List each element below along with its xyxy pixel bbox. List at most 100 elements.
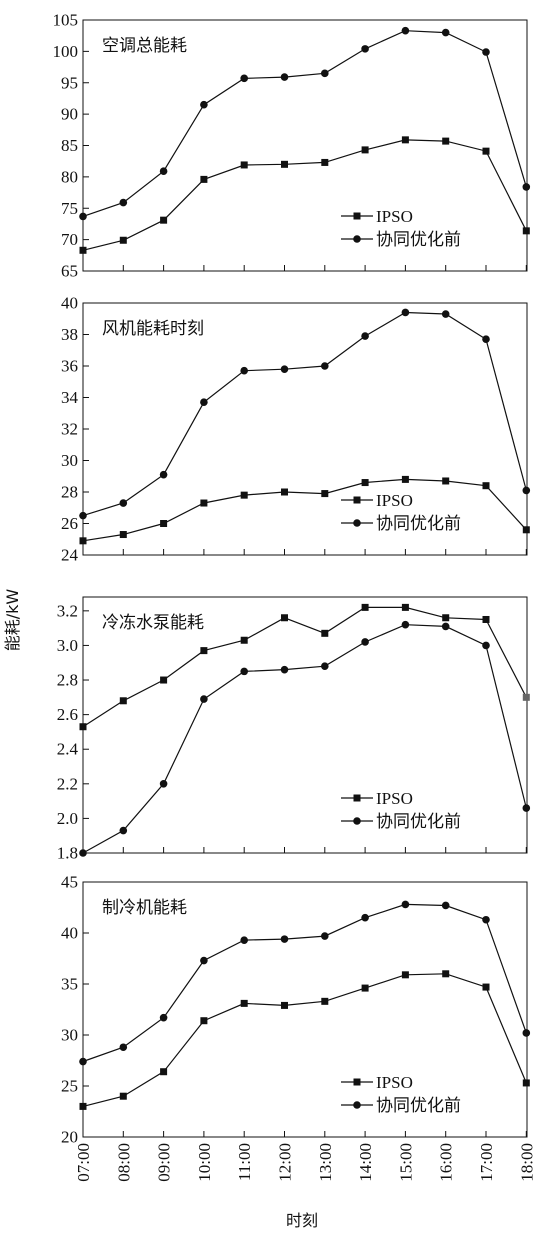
- data-point: [160, 216, 168, 224]
- data-point: [522, 804, 531, 812]
- legend-marker: [353, 1078, 361, 1086]
- y-tick-label: 34: [61, 388, 79, 407]
- legend-marker: [353, 794, 361, 802]
- data-point: [160, 520, 168, 527]
- y-tick-label: 24: [61, 546, 79, 565]
- y-tick-label: 80: [61, 167, 78, 186]
- data-point: [321, 932, 329, 940]
- data-point: [482, 615, 490, 623]
- x-tick-label: 09:00: [155, 1143, 174, 1182]
- data-point: [482, 482, 490, 490]
- data-point: [280, 935, 289, 943]
- y-tick-label: 70: [61, 230, 78, 249]
- y-tick-label: 32: [61, 420, 78, 439]
- series-line-ipso: [82, 973, 527, 1107]
- series-line-before: [82, 30, 527, 217]
- chart-panel-4: 20 25 30 35 40 45 制冷机能耗 IPSO 协同优化前: [61, 873, 531, 1147]
- x-tick-label: 10:00: [195, 1143, 214, 1182]
- data-point: [79, 1102, 87, 1110]
- panel-title: 制冷机能耗: [102, 898, 187, 918]
- x-tick-label: 07:00: [74, 1143, 93, 1182]
- legend-label: 协同优化前: [376, 1096, 461, 1116]
- data-point: [401, 620, 410, 629]
- x-tick-label: 15:00: [396, 1143, 415, 1182]
- y-tick-label: 30: [61, 451, 78, 470]
- data-point: [280, 665, 289, 674]
- data-point: [119, 1043, 128, 1052]
- panel-title: 空调总能耗: [102, 36, 187, 56]
- data-point: [321, 997, 329, 1005]
- data-point: [442, 614, 450, 622]
- series-line-ipso: [82, 139, 527, 251]
- data-point: [522, 693, 530, 701]
- plot-frame: [82, 881, 528, 1138]
- legend-marker: [353, 212, 361, 220]
- panel-title: 风机能耗时刻: [102, 319, 204, 339]
- x-tick-label: 14:00: [356, 1143, 375, 1182]
- y-tick-label: 26: [61, 514, 78, 533]
- data-point: [361, 638, 369, 646]
- data-point: [321, 362, 329, 370]
- series-line-ipso: [82, 606, 527, 728]
- chart-panel-3: 1.8 2.0 2.2 2.4 2.6 2.8 3.0 3.2 冷冻水泵能耗 IPSO 协同优化前: [57, 596, 531, 863]
- data-point: [79, 212, 87, 221]
- data-point: [119, 697, 127, 705]
- data-point: [482, 48, 490, 56]
- data-point: [79, 723, 87, 731]
- data-point: [401, 136, 409, 144]
- data-point: [159, 780, 168, 788]
- x-tick-label: 12:00: [276, 1143, 295, 1182]
- data-point: [321, 69, 329, 78]
- data-point: [159, 470, 168, 479]
- data-point: [119, 826, 128, 835]
- data-point: [160, 676, 168, 684]
- y-tick-label: 2.0: [57, 809, 78, 828]
- data-point: [321, 629, 329, 637]
- data-point: [281, 614, 288, 622]
- data-point: [119, 236, 127, 244]
- y-tick-label: 2.8: [57, 671, 78, 690]
- y-tick-label: 100: [53, 42, 79, 61]
- data-point: [159, 1013, 168, 1022]
- data-point: [361, 45, 369, 53]
- x-tick-label: 16:00: [437, 1143, 456, 1182]
- chart-panel-1: 65 70 75 80 85 90 95 100 105 空调总能耗 IPSO 协同优化前: [53, 11, 531, 281]
- chart-panel-2: 24 26 28 30 32 34 36 38 40 风机能耗时刻 IPSO 协同优化前: [61, 294, 531, 565]
- data-point: [482, 641, 490, 650]
- legend-marker: [353, 1101, 361, 1109]
- data-point: [119, 531, 127, 539]
- data-point: [522, 526, 530, 534]
- data-point: [240, 636, 248, 644]
- y-tick-label: 90: [61, 105, 78, 124]
- data-point: [441, 901, 450, 910]
- x-tick-label: 11:00: [235, 1143, 254, 1181]
- data-point: [401, 308, 410, 317]
- y-tick-label: 105: [53, 11, 79, 30]
- y-tick-label: 3.2: [57, 601, 78, 620]
- data-point: [200, 1017, 208, 1025]
- data-point: [482, 335, 490, 344]
- data-point: [522, 1029, 531, 1037]
- data-point: [441, 28, 450, 37]
- y-tick-label: 75: [61, 199, 78, 218]
- y-tick-label: 65: [61, 262, 78, 281]
- data-point: [401, 900, 410, 909]
- x-tick-label: 17:00: [477, 1143, 496, 1182]
- y-tick-label: 20: [61, 1128, 78, 1147]
- y-tick-label: 3.0: [57, 636, 78, 655]
- y-tick-label: 35: [61, 975, 78, 994]
- data-point: [361, 479, 369, 487]
- data-point: [280, 73, 289, 81]
- data-point: [200, 956, 208, 965]
- data-point: [361, 913, 369, 922]
- data-point: [361, 332, 369, 340]
- panel-title: 冷冻水泵能耗: [102, 613, 204, 633]
- data-point: [200, 499, 208, 507]
- data-point: [200, 398, 208, 407]
- data-point: [361, 984, 369, 992]
- y-tick-label: 45: [61, 873, 78, 892]
- y-tick-label: 25: [61, 1077, 78, 1096]
- data-point: [442, 137, 450, 145]
- y-tick-label: 28: [61, 483, 78, 502]
